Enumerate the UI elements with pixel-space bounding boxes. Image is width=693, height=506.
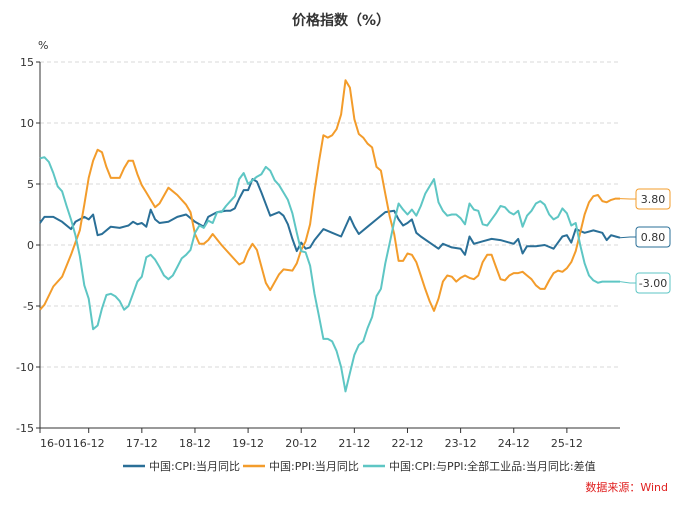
x-tick-label: 24-12 [498, 437, 530, 450]
x-tick-label: 18-12 [179, 437, 211, 450]
callout-box [635, 272, 671, 294]
data-source-note: 数据来源：Wind [585, 480, 668, 494]
x-tick-label: 19-12 [232, 437, 264, 450]
y-tick-label: 0 [27, 239, 34, 252]
y-tick-label: -10 [16, 361, 34, 374]
callout-value: 3.80 [641, 193, 666, 206]
legend-label: 中国:CPI:当月同比 [149, 459, 240, 473]
series-lines [39, 79, 621, 393]
axes: 15 10 5 0 -5 -10 -15 16-01 16-12 17-12 18-12 19-12 2… [16, 56, 620, 450]
end-value-callouts: 0.80 3.80 -3.00 [619, 188, 671, 294]
x-tick-label: 23-12 [445, 437, 477, 450]
callout-value: -3.00 [639, 277, 667, 290]
y-tick-label: 15 [20, 56, 34, 69]
legend-label: 中国:CPI:与PPI:全部工业品:当月同比:差值 [389, 459, 596, 473]
y-axis-unit: % [38, 39, 48, 52]
legend: 中国:CPI:当月同比 中国:PPI:当月同比 中国:CPI:与PPI:全部工业品:… [123, 459, 596, 473]
series-line-1 [39, 178, 621, 256]
callout-box [635, 226, 671, 248]
chart-title: 价格指数（%） [292, 12, 390, 29]
callout-leader [619, 281, 636, 284]
x-tick-label: 17-12 [126, 437, 158, 450]
series-line-2 [39, 79, 620, 312]
y-tick-label: -15 [16, 422, 34, 435]
y-tick-label: 10 [20, 117, 34, 130]
y-tick-label: 5 [27, 178, 34, 191]
x-tick-label: 25-12 [551, 437, 583, 450]
series-line-3 [39, 156, 620, 393]
x-tick-label: 21-12 [338, 437, 370, 450]
x-tick-label: 16-12 [73, 437, 105, 450]
callout-leader [619, 236, 636, 239]
callout-box [635, 188, 671, 210]
x-tick-label: 16-01 [40, 437, 72, 450]
callout-value: 0.80 [641, 231, 666, 244]
x-tick-label: 20-12 [285, 437, 317, 450]
legend-label: 中国:PPI:当月同比 [269, 459, 359, 473]
y-tick-label: -5 [23, 300, 34, 313]
gridlines [40, 61, 620, 368]
x-tick-label: 22-12 [391, 437, 423, 450]
